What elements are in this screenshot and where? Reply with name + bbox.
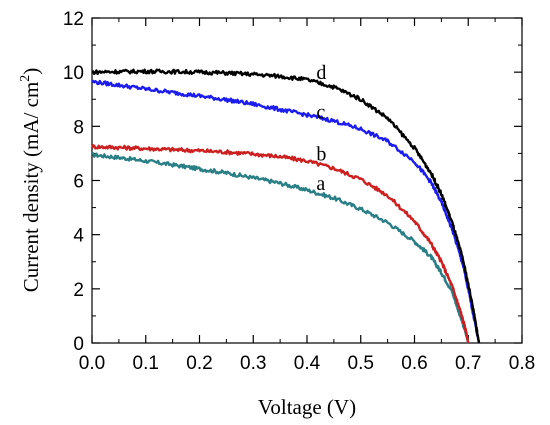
y-tick-label: 2 bbox=[73, 280, 84, 301]
series-lines bbox=[90, 68, 481, 344]
curve-label-d: d bbox=[316, 62, 326, 84]
curve-label-b: b bbox=[316, 143, 326, 165]
x-tick-label: 0.2 bbox=[186, 353, 212, 374]
series-line-d bbox=[91, 68, 481, 344]
y-tick-label: 6 bbox=[73, 172, 84, 193]
tick-marks bbox=[91, 17, 523, 344]
y-tick-label: 12 bbox=[63, 9, 84, 30]
curve-label-a: a bbox=[316, 173, 325, 195]
y-tick-label: 4 bbox=[73, 226, 84, 247]
x-tick-label: 0.3 bbox=[240, 353, 266, 374]
y-tick-label: 8 bbox=[73, 117, 84, 138]
x-tick-label: 0.0 bbox=[79, 353, 105, 374]
series-line-b bbox=[90, 144, 470, 344]
y-axis-title-superscript: 2 bbox=[18, 75, 33, 82]
x-tick-label: 0.7 bbox=[455, 353, 481, 374]
x-tick-label: 0.8 bbox=[509, 353, 535, 374]
series-line-c bbox=[91, 79, 481, 344]
x-tick-labels: 0.0 0.1 0.2 0.3 0.4 0.5 0.6 0.7 0.8 bbox=[79, 353, 535, 374]
y-axis-title-main: Current density (mA/ cm bbox=[19, 82, 43, 293]
curve-label-c: c bbox=[316, 101, 325, 123]
y-axis-title-close: ) bbox=[19, 68, 43, 75]
x-tick-label: 0.1 bbox=[133, 353, 159, 374]
x-tick-label: 0.6 bbox=[401, 353, 427, 374]
plot-area bbox=[91, 17, 523, 344]
series-line-a bbox=[91, 152, 470, 344]
y-tick-label: 10 bbox=[63, 63, 84, 84]
y-tick-label: 0 bbox=[73, 334, 84, 355]
x-tick-label: 0.4 bbox=[294, 353, 321, 374]
x-tick-label: 0.5 bbox=[348, 353, 374, 374]
y-tick-labels: 0 2 4 6 8 10 12 bbox=[63, 9, 85, 355]
x-axis-title: Voltage (V) bbox=[258, 395, 356, 419]
y-axis-title: Current density (mA/ cm2) bbox=[18, 68, 43, 293]
